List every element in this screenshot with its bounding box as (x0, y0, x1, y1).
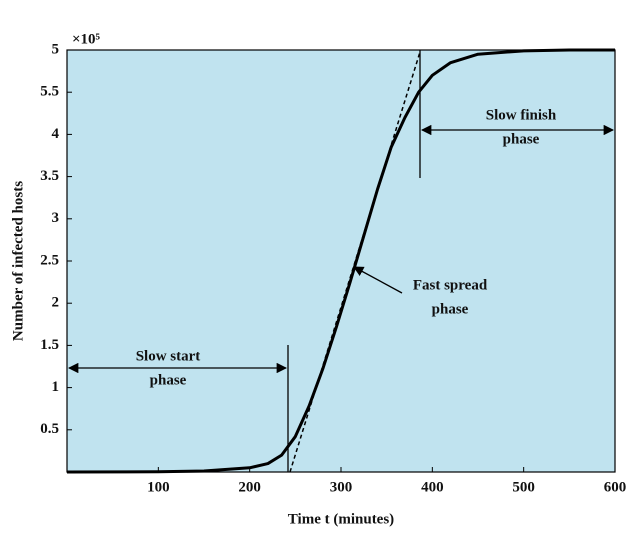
annotation: phase (150, 372, 187, 388)
x-tick-label: 200 (238, 479, 261, 495)
x-tick-label: 100 (147, 479, 170, 495)
y-tick-label: 4 (52, 126, 60, 142)
tangent-line (289, 51, 421, 473)
data-line (66, 48, 615, 474)
x-tick-label: 300 (330, 479, 353, 495)
y-tick-label: 2 (52, 295, 60, 311)
y-tick-label: 3 (52, 210, 60, 226)
axis-multiplier: ×10⁵ (72, 31, 101, 47)
annotation: Slow finish (486, 107, 557, 123)
annotation: Slow start (136, 348, 201, 364)
phase-arrow (353, 266, 403, 294)
annotation: Fast spread (413, 277, 488, 293)
y-axis-label: Number of infected hosts (10, 181, 26, 341)
annotation: phase (503, 131, 540, 147)
y-tick-label: 1.5 (40, 337, 59, 353)
plot-area (66, 49, 616, 473)
y-tick-label: 5 (52, 41, 60, 57)
y-tick-label: 0.5 (40, 421, 59, 437)
y-tick-label: 1 (52, 379, 60, 395)
x-axis-label: Time t (minutes) (288, 511, 394, 527)
y-tick-label: 5.5 (40, 84, 59, 100)
y-tick-label: 2.5 (40, 252, 59, 268)
annotation: phase (432, 301, 469, 317)
x-tick-label: 600 (604, 479, 627, 495)
x-tick-label: 400 (421, 479, 444, 495)
x-tick-label: 500 (512, 479, 535, 495)
y-tick-label: 3.5 (40, 168, 59, 184)
